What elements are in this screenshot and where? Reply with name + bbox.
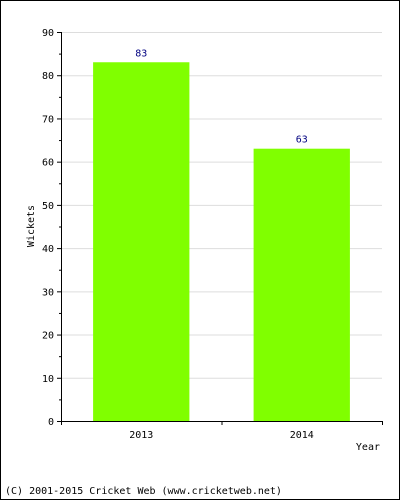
bar-value-label: 63 [296,135,308,146]
bar [253,148,350,421]
y-axis-title: Wickets [26,205,37,247]
y-tick-label: 70 [42,114,54,125]
y-tick-label: 90 [42,28,54,39]
x-tick-label: 2014 [290,430,314,441]
y-tick-label: 10 [42,374,54,385]
y-tick-label: 40 [42,244,54,255]
y-tick-label: 50 [42,201,54,212]
labels: 0 10 20 30 40 50 60 70 80 90 83 2013 63 2014 [42,28,314,441]
bar-value-label: 83 [135,48,147,59]
y-tick-label: 20 [42,331,54,342]
bar [93,62,190,421]
y-tick-label: 30 [42,287,54,298]
x-axis-title: Year [356,442,380,453]
x-tick-label: 2013 [129,430,153,441]
copyright-credit: (C) 2001-2015 Cricket Web (www.cricketwe… [5,486,282,497]
bars [93,62,350,421]
axes [57,32,383,425]
y-tick-label: 60 [42,158,54,169]
y-tick-label: 0 [48,417,54,428]
y-tick-label: 80 [42,71,54,82]
